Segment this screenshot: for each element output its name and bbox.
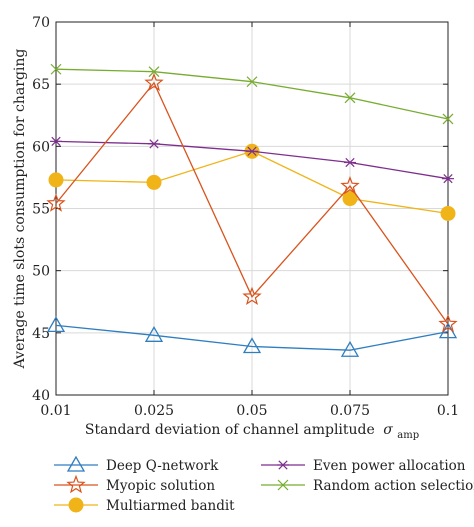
series-even-power-allocation [50, 136, 454, 184]
x-axis-title-text: Standard deviation of channel amplitude [85, 422, 375, 438]
data-point [48, 172, 64, 188]
x-tick-label: 0.05 [236, 403, 267, 419]
series-myopic-solution [46, 72, 458, 333]
data-point [442, 113, 454, 125]
circle-marker-shape [68, 497, 84, 513]
triangle-marker-shape [144, 326, 164, 342]
data-point [144, 72, 164, 92]
asterisk-marker-stroke [278, 460, 288, 470]
data-point [144, 326, 164, 342]
y-tick-label: 40 [32, 388, 50, 404]
data-point [442, 174, 454, 184]
x-marker-stroke [277, 479, 289, 491]
data-point [342, 191, 358, 207]
x-tick-label: 0.075 [330, 403, 370, 419]
series-layer [46, 63, 458, 357]
legend-item: Deep Q-network [54, 455, 219, 474]
data-point [148, 66, 160, 78]
asterisk-marker-stroke [51, 136, 61, 146]
y-tick-label: 60 [32, 139, 50, 155]
data-point [440, 205, 456, 221]
x-tick-label: 0.025 [134, 403, 174, 419]
legend-label: Myopic solution [106, 478, 215, 494]
star-marker-shape [46, 193, 66, 212]
data-point [242, 337, 262, 354]
legend-marker [66, 455, 86, 472]
triangle-marker-shape [242, 337, 262, 354]
asterisk-marker-stroke [443, 174, 453, 184]
x-axis-title: Standard deviation of channel amplitude … [85, 422, 419, 441]
x-axis-title-symbol: σ [383, 422, 393, 438]
asterisk-marker-stroke [247, 146, 257, 156]
x-marker-stroke [246, 76, 258, 88]
y-tick-label: 50 [32, 264, 50, 280]
x-marker-stroke [344, 92, 356, 104]
legend-label: Random action selection [313, 478, 474, 494]
data-point [344, 92, 356, 104]
series-random-action-selection [50, 63, 454, 125]
data-point [344, 157, 356, 168]
data-point [340, 175, 360, 195]
x-tick-label: 0.01 [40, 403, 71, 419]
data-point [46, 193, 66, 212]
series-line [55, 324, 449, 351]
triangle-marker-shape [46, 316, 66, 333]
legend-label: Deep Q-network [106, 458, 219, 474]
x-tick-label: 0.1 [437, 403, 459, 419]
y-tick-label: 55 [32, 202, 50, 218]
triangle-marker-shape [66, 455, 86, 472]
legend-item: Even power allocation [261, 458, 466, 474]
data-point [50, 63, 62, 75]
legend-marker [66, 474, 86, 494]
circle-marker-shape [146, 174, 162, 190]
x-marker-stroke [148, 66, 160, 78]
y-tick-label: 70 [32, 15, 50, 31]
y-axis: 40 45 50 55 60 65 70 [32, 15, 448, 404]
star-marker-shape [340, 175, 360, 195]
circle-marker-shape [48, 172, 64, 188]
legend-item: Random action selection [261, 478, 474, 494]
x-axis-title-subscript: amp [397, 430, 419, 441]
legend-marker [277, 479, 289, 491]
legend-item: Multiarmed bandit [54, 497, 235, 514]
data-point [438, 313, 458, 333]
asterisk-marker-stroke [345, 157, 355, 168]
asterisk-marker-stroke [149, 139, 159, 149]
x-axis: 0.01 0.025 0.05 0.075 0.1 [40, 22, 459, 419]
x-marker-stroke [50, 63, 62, 75]
star-marker-shape [144, 72, 164, 92]
legend-label: Multiarmed bandit [106, 498, 235, 514]
data-point [246, 76, 258, 88]
data-point [146, 174, 162, 190]
data-point [246, 146, 258, 156]
legend: Deep Q-network Myopic solution Multiarmed … [54, 455, 474, 514]
circle-marker-shape [342, 191, 358, 207]
data-point [46, 316, 66, 333]
data-point [50, 136, 62, 146]
triangle-marker-shape [340, 340, 360, 357]
legend-marker [277, 460, 289, 470]
data-point [148, 139, 160, 149]
legend-item: Myopic solution [54, 474, 215, 494]
star-marker-shape [66, 474, 86, 494]
y-tick-label: 45 [32, 326, 50, 342]
series-line [55, 81, 449, 325]
data-point [340, 340, 360, 357]
y-axis-title: Average time slots consumption for charg… [12, 49, 28, 370]
star-marker-shape [438, 313, 458, 333]
x-marker-stroke [442, 113, 454, 125]
circle-marker-shape [440, 205, 456, 221]
star-marker-shape [242, 286, 262, 306]
legend-label: Even power allocation [313, 458, 466, 474]
y-tick-label: 65 [32, 77, 50, 93]
data-point [242, 286, 262, 306]
legend-marker [68, 497, 84, 513]
